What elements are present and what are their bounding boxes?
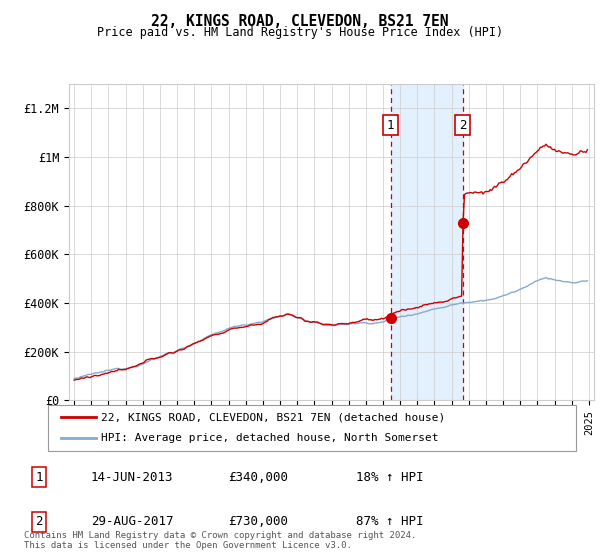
Text: Contains HM Land Registry data © Crown copyright and database right 2024.
This d: Contains HM Land Registry data © Crown c… bbox=[24, 530, 416, 550]
Text: HPI: Average price, detached house, North Somerset: HPI: Average price, detached house, Nort… bbox=[101, 433, 438, 444]
Text: 2: 2 bbox=[35, 515, 43, 529]
Text: Price paid vs. HM Land Registry's House Price Index (HPI): Price paid vs. HM Land Registry's House … bbox=[97, 26, 503, 39]
Text: 18% ↑ HPI: 18% ↑ HPI bbox=[356, 470, 424, 484]
FancyBboxPatch shape bbox=[48, 405, 576, 451]
Text: 14-JUN-2013: 14-JUN-2013 bbox=[91, 470, 173, 484]
Text: £730,000: £730,000 bbox=[228, 515, 288, 529]
Text: 22, KINGS ROAD, CLEVEDON, BS21 7EN (detached house): 22, KINGS ROAD, CLEVEDON, BS21 7EN (deta… bbox=[101, 412, 445, 422]
Text: 22, KINGS ROAD, CLEVEDON, BS21 7EN: 22, KINGS ROAD, CLEVEDON, BS21 7EN bbox=[151, 14, 449, 29]
Text: 87% ↑ HPI: 87% ↑ HPI bbox=[356, 515, 424, 529]
Text: 29-AUG-2017: 29-AUG-2017 bbox=[91, 515, 173, 529]
Bar bbox=[391, 84, 463, 400]
Text: 1: 1 bbox=[387, 119, 394, 132]
Text: £340,000: £340,000 bbox=[228, 470, 288, 484]
Text: 2: 2 bbox=[459, 119, 467, 132]
Text: 1: 1 bbox=[35, 470, 43, 484]
